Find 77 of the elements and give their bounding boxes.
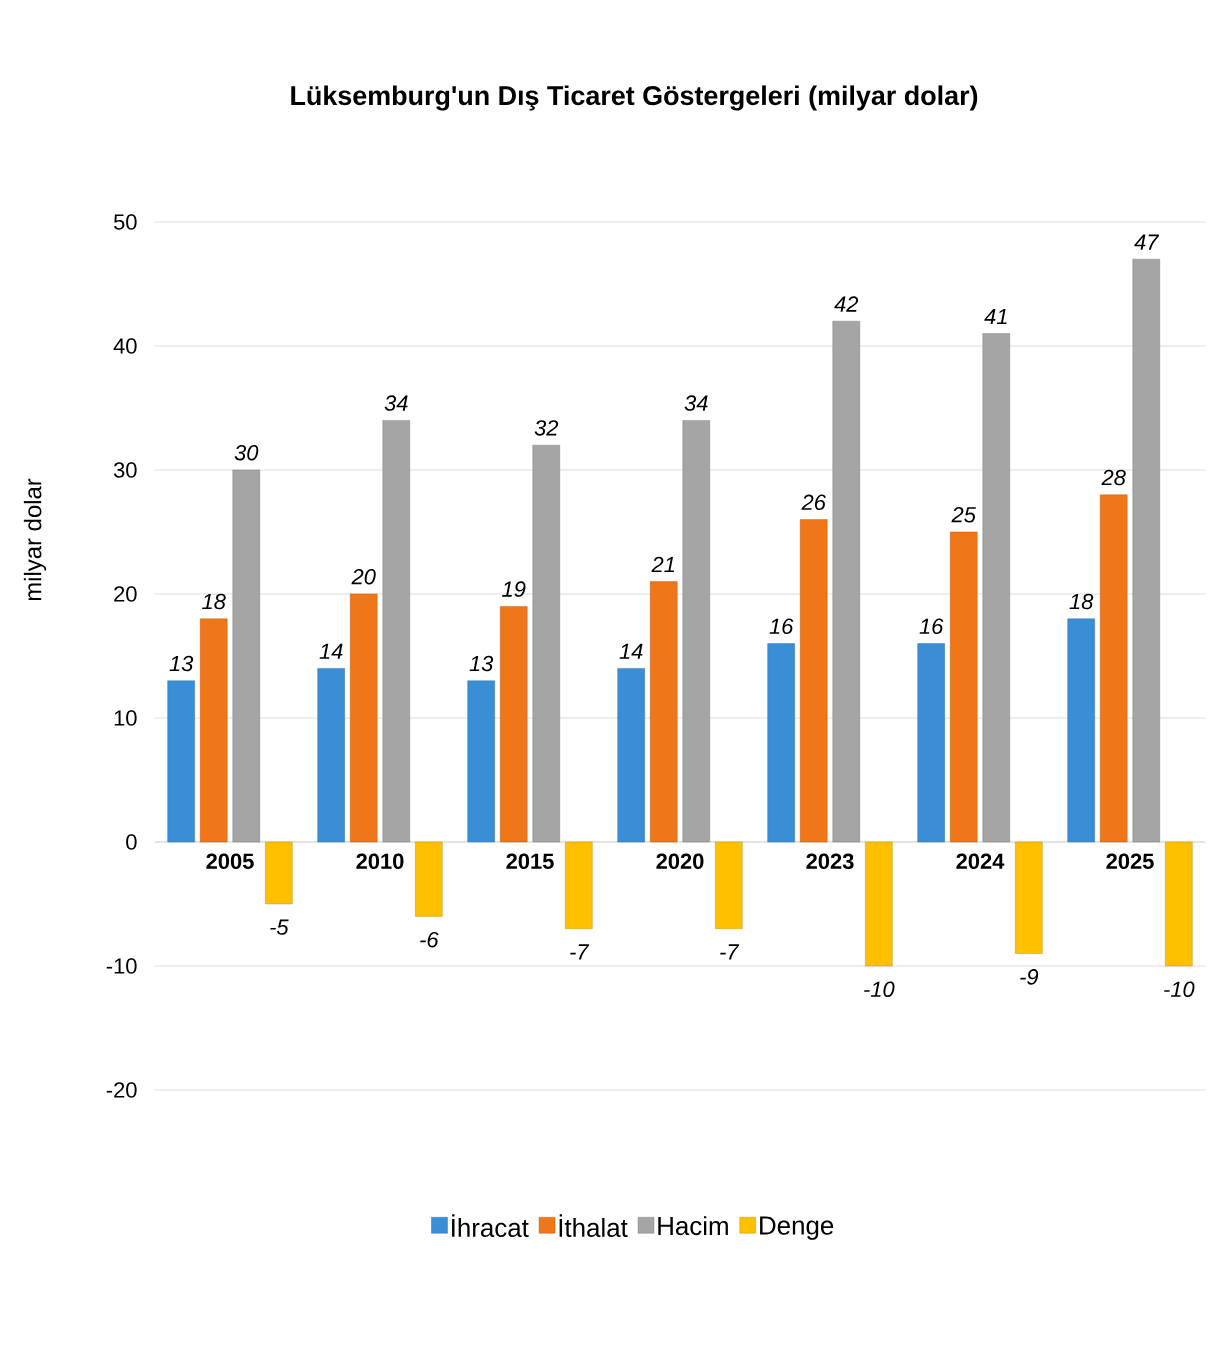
x-tick-label: 2015 xyxy=(506,853,554,870)
x-tick-label: 2005 xyxy=(206,853,254,870)
data-label: 18 xyxy=(202,593,226,610)
bar xyxy=(467,680,495,843)
bar xyxy=(500,606,528,843)
bar xyxy=(1015,841,1043,954)
bar xyxy=(1165,841,1193,967)
x-tick-label: 2023 xyxy=(806,853,854,870)
bar xyxy=(1067,618,1095,843)
data-label: -6 xyxy=(420,931,439,948)
data-label: 34 xyxy=(384,395,408,411)
bar xyxy=(950,531,978,843)
data-label: 14 xyxy=(319,643,343,659)
legend-label: İthalat xyxy=(559,1214,628,1238)
y-tick-label: 20 xyxy=(114,586,137,602)
bar xyxy=(917,643,945,843)
y-tick-label: 50 xyxy=(113,214,137,230)
data-label: -7 xyxy=(720,944,740,960)
bar xyxy=(317,668,345,843)
data-label: 13 xyxy=(469,655,494,672)
x-tick-label: 2025 xyxy=(1106,853,1154,870)
bar xyxy=(167,680,195,843)
bar xyxy=(350,593,378,843)
bar xyxy=(617,668,645,843)
data-label: -9 xyxy=(1020,969,1039,985)
data-label: 34 xyxy=(684,395,708,411)
chart-title: Lüksemburg'un Dış Ticaret Göstergeleri (milyar dolar) xyxy=(291,85,978,111)
bar xyxy=(200,618,228,843)
data-label: 42 xyxy=(834,296,859,312)
legend-label: İhracat xyxy=(452,1214,529,1238)
y-tick-label: 0 xyxy=(126,834,137,850)
bar xyxy=(650,581,678,843)
bar xyxy=(715,841,743,929)
bar xyxy=(265,841,293,905)
data-label: 16 xyxy=(919,618,944,635)
bar xyxy=(767,643,795,843)
y-tick-label: -20 xyxy=(106,1082,137,1098)
bar xyxy=(415,841,443,917)
bar xyxy=(382,420,410,843)
x-tick-label: 2024 xyxy=(956,853,1005,870)
y-tick-label: 10 xyxy=(114,710,137,726)
y-tick-label: 40 xyxy=(113,338,137,354)
bar xyxy=(1132,258,1160,843)
data-label: 14 xyxy=(619,643,643,659)
legend-label: Hacim xyxy=(658,1216,728,1236)
data-label: -7 xyxy=(570,944,590,960)
data-label: 30 xyxy=(234,444,259,461)
x-tick-label: 2010 xyxy=(356,853,404,870)
bar xyxy=(682,420,710,843)
data-label: 32 xyxy=(534,420,559,436)
bar xyxy=(565,841,593,929)
data-label: 28 xyxy=(1101,469,1126,486)
data-label: 41 xyxy=(984,308,1007,325)
bar xyxy=(865,841,893,967)
x-tick-label: 2020 xyxy=(656,853,704,870)
data-label: 26 xyxy=(801,494,826,511)
data-label: 20 xyxy=(351,568,376,585)
data-label: 25 xyxy=(951,506,976,523)
data-label: 18 xyxy=(1069,593,1094,610)
data-label: 47 xyxy=(1134,234,1160,250)
y-tick-label: -10 xyxy=(106,958,137,974)
y-tick-label: 30 xyxy=(113,462,137,478)
data-label: -5 xyxy=(270,919,289,935)
y-axis-title: milyar dolar xyxy=(23,478,47,601)
data-label: 19 xyxy=(502,581,526,597)
bar xyxy=(1100,494,1128,843)
data-label: 13 xyxy=(169,655,194,672)
bar xyxy=(800,519,828,843)
data-label: -10 xyxy=(864,981,895,998)
legend-label: Denge xyxy=(760,1216,834,1240)
data-label: 16 xyxy=(769,618,794,635)
bar xyxy=(232,469,260,843)
data-label: -10 xyxy=(1164,981,1195,998)
data-label: 21 xyxy=(651,556,675,573)
bar xyxy=(532,444,560,843)
bar xyxy=(982,333,1010,843)
bar xyxy=(832,320,860,843)
